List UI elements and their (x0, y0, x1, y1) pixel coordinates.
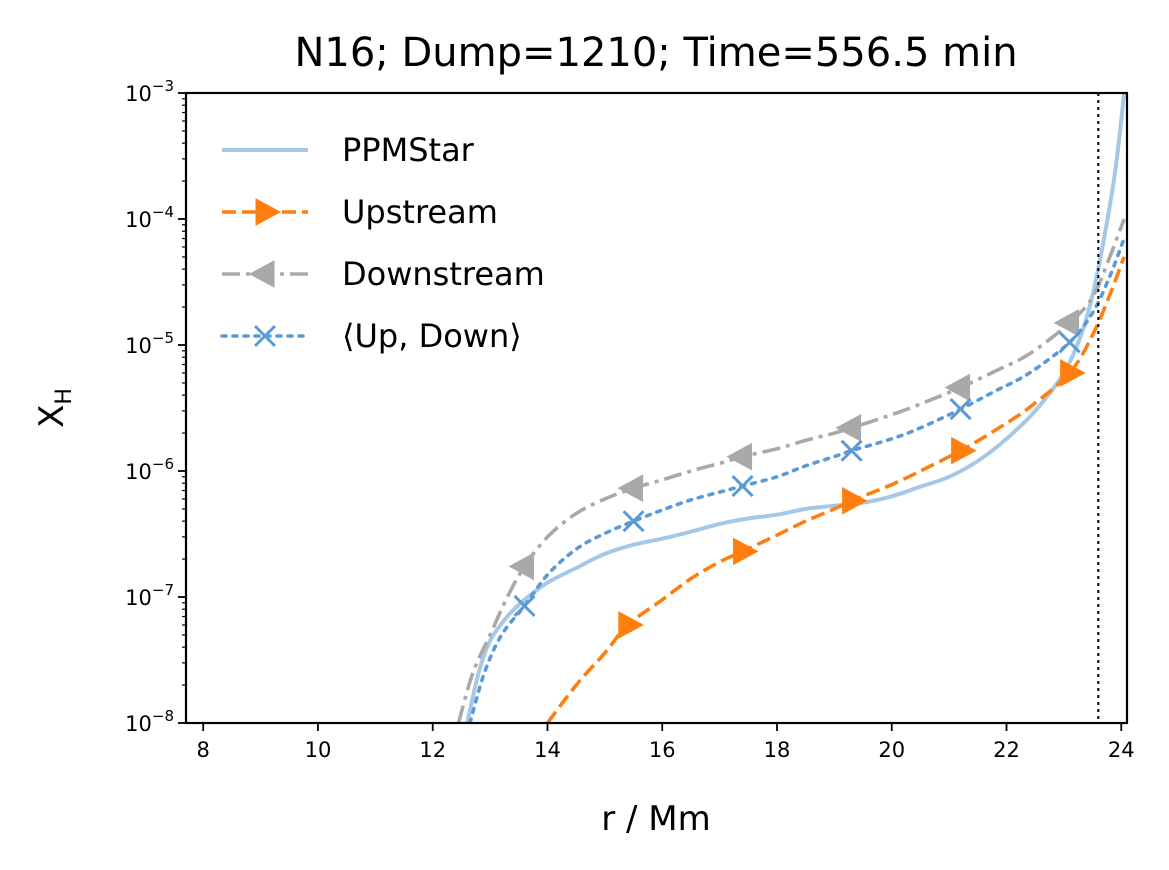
series-line-0 (465, 93, 1127, 723)
series-3-marker-5 (1058, 331, 1081, 354)
legend-marker-2 (248, 260, 275, 288)
x-tick-label-7: 22 (993, 738, 1020, 762)
legend: PPMStar Upstream Downstream ⟨Up, Down⟩ (220, 131, 545, 355)
series-1-marker-2 (842, 486, 868, 515)
series-2-marker-1 (617, 474, 644, 503)
x-axis-label: r / Mm (601, 799, 711, 839)
y-tick-label-5: 10−3 (125, 77, 174, 106)
legend-item-0: PPMStar (222, 131, 475, 169)
x-tick-label-8: 24 (1108, 738, 1135, 762)
legend-marker-1 (255, 198, 282, 226)
y-axis-label-main: X (32, 405, 72, 428)
y-tick-label-4: 10−4 (125, 203, 174, 232)
series-1-marker-1 (733, 537, 759, 566)
y-axis-label: XH (32, 388, 77, 428)
series-line-1 (546, 256, 1126, 723)
series-2-marker-5 (1053, 308, 1080, 337)
x-tick-label-1: 10 (305, 738, 332, 762)
series-line-2 (456, 218, 1126, 723)
series-0 (465, 93, 1127, 723)
series-3-marker-2 (731, 474, 754, 498)
x-tick-label-5: 18 (764, 738, 791, 762)
legend-marker-3 (253, 324, 277, 348)
legend-label-2: Downstream (342, 255, 545, 293)
y-tick-label-0: 10−8 (125, 707, 174, 736)
legend-label-3: ⟨Up, Down⟩ (342, 317, 522, 355)
series-3 (468, 236, 1126, 723)
series-layer (456, 93, 1127, 723)
axes-layer: 8 10 12 14 16 18 20 22 24 10−8 10−7 10−6 10−5 10−4 10−… (125, 77, 1134, 762)
svg-text:XH: XH (32, 388, 77, 428)
y-tick-label-1: 10−7 (125, 581, 174, 610)
y-minor-ticks (182, 98, 186, 686)
chart-title: N16; Dump=1210; Time=556.5 min (294, 30, 1017, 76)
y-axis-label-sub: H (52, 388, 77, 405)
series-line-3 (468, 236, 1126, 723)
legend-label-1: Upstream (342, 193, 498, 231)
x-tick-label-4: 16 (649, 738, 676, 762)
x-tick-label-6: 20 (878, 738, 905, 762)
series-1-marker-4 (1060, 359, 1086, 387)
series-2-marker-2 (726, 442, 753, 471)
series-1-marker-0 (618, 611, 644, 639)
y-tick-label-2: 10−6 (125, 455, 174, 484)
series-1 (546, 256, 1126, 723)
series-1-marker-3 (951, 436, 977, 465)
plot-frame (184, 91, 1129, 725)
series-3-marker-1 (622, 510, 645, 533)
x-tick-label-2: 12 (419, 738, 446, 762)
series-3-marker-3 (840, 439, 863, 462)
legend-item-2: Downstream (222, 255, 545, 293)
y-tick-label-3: 10−5 (125, 329, 174, 358)
series-2-marker-4 (944, 373, 971, 402)
legend-item-3: ⟨Up, Down⟩ (220, 317, 522, 355)
x-tick-label-3: 14 (534, 738, 561, 762)
legend-label-0: PPMStar (342, 131, 475, 169)
x-tick-label-0: 8 (197, 738, 210, 762)
series-3-marker-0 (513, 594, 536, 617)
series-2 (456, 218, 1126, 723)
series-2-marker-0 (508, 552, 535, 581)
series-3-marker-4 (949, 398, 972, 421)
legend-item-1: Upstream (222, 193, 498, 231)
series-2-marker-3 (835, 414, 862, 442)
